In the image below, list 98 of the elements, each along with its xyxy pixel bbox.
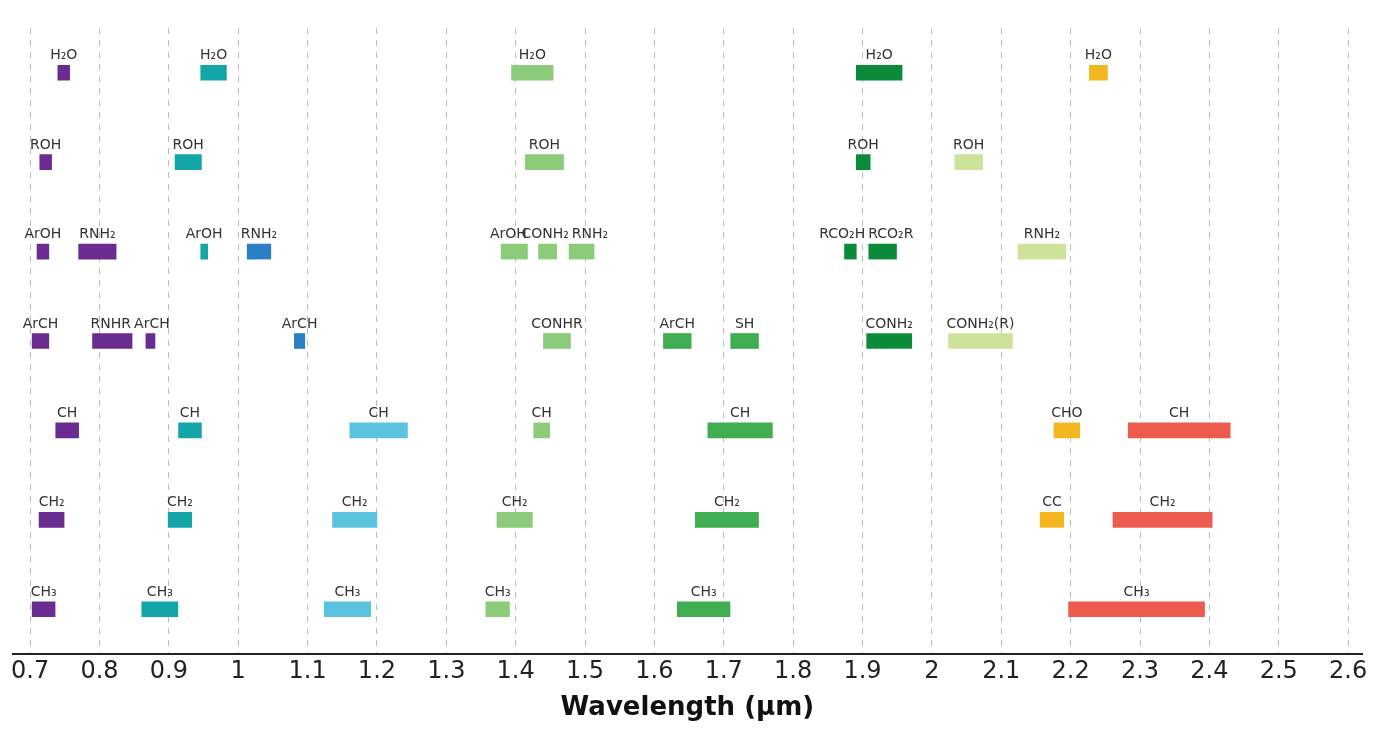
x-tick-label: 2.5 [1259,655,1298,684]
data-label: CH₂ [501,493,528,510]
data-label: ArCH [134,314,170,331]
bar [349,422,408,439]
data-label: CONH₂ [865,314,913,331]
x-tick-label: 2.1 [982,655,1021,684]
bar [31,601,56,618]
bar [707,422,773,439]
bar [676,601,731,618]
bar [485,601,510,618]
data-label: RNH₂ [571,225,609,242]
data-label: ArOH [24,225,62,242]
data-label: H₂O [199,46,228,63]
data-label: CH [179,404,201,421]
bar [496,512,533,528]
data-label: CHO [1051,404,1083,421]
data-label: RNHR [90,314,132,331]
bar [174,154,202,170]
x-tick-label: 1.7 [704,655,743,684]
x-tick-label: 1.5 [565,655,605,684]
data-label: RNH₂ [79,225,116,242]
data-label: CONH₂(R) [946,314,1015,331]
x-tick-label: 1 [230,655,246,684]
data-label: CH₃ [30,582,57,599]
data-label: CH [1169,404,1190,421]
data-label: ROH [528,135,561,152]
data-label: H₂O [50,46,78,63]
data-label: CH [57,404,78,421]
x-tick-label: 2 [924,655,940,684]
data-label: RCO₂H [819,225,866,242]
bar [36,243,50,260]
bar [1017,243,1067,260]
x-axis-title: Wavelength (µm) [560,691,815,722]
bar [1127,422,1231,439]
data-label: ArCH [22,314,59,331]
x-tick-label: 2.4 [1190,655,1229,684]
data-label: H₂O [1084,46,1112,63]
data-label: ArCH [659,314,696,331]
bar [1112,512,1213,528]
bar [1039,512,1065,528]
bar [246,243,272,260]
bar [200,64,227,81]
data-label: CH₃ [1123,582,1150,599]
bar [141,601,179,618]
data-label: CH [729,404,751,421]
data-label: CH₃ [334,582,361,599]
data-label: ROH [847,135,879,152]
bar [57,64,70,81]
data-label: CH₂ [1149,493,1176,510]
x-tick-label: 2.3 [1120,655,1160,684]
data-label: RNH₂ [1023,225,1061,242]
data-label: RNH₂ [240,225,278,242]
data-label: CH₂ [341,493,368,510]
data-label: ROH [953,135,985,152]
data-label: ArCH [281,314,318,331]
data-label: ROH [30,135,62,152]
bar [1053,422,1080,439]
x-tick-label: 1.8 [774,655,813,684]
data-label: CH₃ [484,582,511,599]
x-tick-label: 1.6 [635,655,674,684]
bar [866,333,913,349]
data-label: CH₂ [38,493,65,510]
bar [533,422,550,439]
data-label: ArOH [185,225,223,242]
data-label: SH [734,314,755,331]
data-label: CH₂ [166,493,193,510]
data-label: CC [1042,493,1062,510]
bar [695,512,759,528]
bar [39,154,52,170]
data-label: CH₃ [690,582,717,599]
data-label: CONHR [531,314,583,331]
bar [332,512,378,528]
data-label: RCO₂R [868,225,914,242]
bar [323,601,372,618]
x-tick-label: 0.7 [11,655,50,684]
x-tick-label: 1.1 [288,655,327,684]
bar [844,243,857,260]
x-tick-label: 0.8 [80,655,119,684]
bar [294,333,306,349]
data-label: H₂O [518,46,546,63]
data-label: CH [368,404,389,421]
x-tick-label: 1.4 [496,655,535,684]
data-label: CH₃ [146,582,173,599]
data-label: CH [531,404,552,421]
x-tick-label: 0.9 [149,655,188,684]
x-tick-label: 1.2 [357,655,397,684]
bar [178,422,202,439]
x-tick-label: 2.6 [1329,655,1368,684]
x-tick-label: 1.9 [843,655,882,684]
bar [167,512,193,528]
x-tick-label: 2.2 [1051,655,1090,684]
bar [55,422,79,439]
data-label: ROH [172,135,204,152]
data-label: CH₂ [713,493,740,510]
x-tick-label: 1.3 [427,655,466,684]
bar [38,512,65,528]
data-label: H₂O [865,46,893,63]
bar [31,333,50,349]
